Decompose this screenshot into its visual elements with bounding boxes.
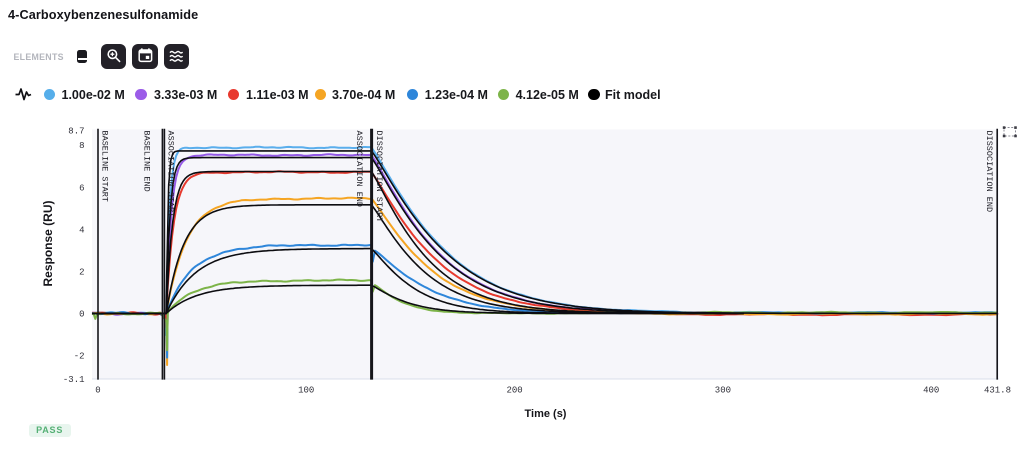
svg-text:4: 4	[79, 225, 84, 235]
svg-text:400: 400	[923, 386, 939, 396]
svg-text:6: 6	[79, 183, 84, 193]
svg-text:200: 200	[506, 386, 522, 396]
svg-text:300: 300	[715, 386, 731, 396]
svg-text:Time (s): Time (s)	[525, 408, 567, 420]
svg-text:431.8: 431.8	[984, 386, 1011, 396]
svg-text:ASSOCIATION START: ASSOCIATION START	[165, 131, 175, 218]
svg-text:BASELINE END: BASELINE END	[142, 131, 152, 192]
svg-text:DISSOCIATION END: DISSOCIATION END	[984, 131, 994, 213]
svg-text:BASELINE START: BASELINE START	[100, 131, 110, 202]
svg-text:100: 100	[298, 386, 314, 396]
svg-text:0: 0	[95, 386, 100, 396]
svg-text:0: 0	[79, 310, 84, 320]
svg-text:-2: -2	[74, 352, 85, 362]
svg-text:8: 8	[79, 141, 84, 151]
svg-text:ASSOCIATION END: ASSOCIATION END	[354, 131, 364, 208]
svg-text:2: 2	[79, 268, 84, 278]
svg-text:-3.1: -3.1	[63, 375, 85, 385]
svg-text:Response (RU): Response (RU)	[41, 200, 55, 286]
svg-text:DISSOCIATION START: DISSOCIATION START	[374, 131, 384, 223]
svg-text:8.7: 8.7	[68, 127, 84, 137]
